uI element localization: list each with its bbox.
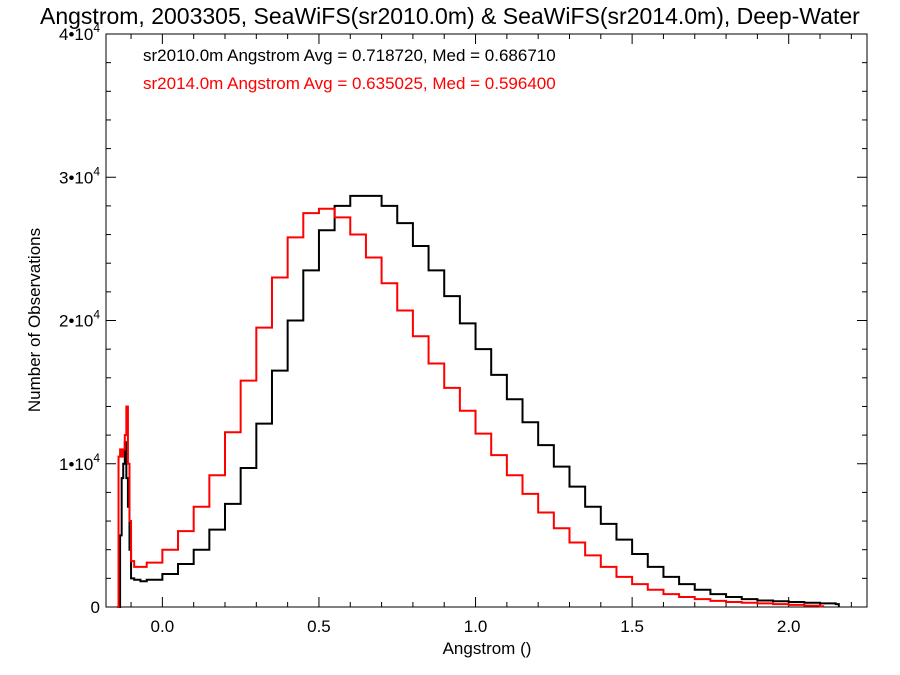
y-tick-exponent: 4: [93, 21, 100, 35]
y-tick-mantissa: 4•10: [59, 25, 93, 44]
x-tick-label: 0.0: [151, 617, 175, 636]
y-tick-label: 3•104: [59, 164, 100, 187]
y-tick-exponent: 4: [93, 451, 100, 465]
y-axis-label: Number of Observations: [25, 228, 44, 412]
y-tick-mantissa: 0: [91, 598, 100, 617]
y-tick-label: 2•104: [59, 308, 100, 331]
series-1-histogram: [116, 207, 825, 608]
x-tick-label: 1.0: [464, 617, 488, 636]
stat-annotation-0: sr2010.0m Angstrom Avg = 0.718720, Med =…: [143, 46, 556, 65]
x-tick-label: 1.5: [620, 617, 644, 636]
series-0-histogram: [118, 194, 840, 608]
y-tick-label: 1•104: [59, 451, 100, 474]
x-axis-label: Angstrom (): [443, 639, 532, 658]
stat-annotation-1: sr2014.0m Angstrom Avg = 0.635025, Med =…: [143, 74, 556, 93]
y-tick-mantissa: 1•10: [59, 455, 93, 474]
plot-frame: [105, 33, 868, 608]
stats-annotations: sr2010.0m Angstrom Avg = 0.718720, Med =…: [143, 46, 556, 93]
chart-title: Angstrom, 2003305, SeaWiFS(sr2010.0m) & …: [40, 3, 860, 29]
y-tick-exponent: 4: [93, 308, 100, 322]
y-tick-mantissa: 2•10: [59, 312, 93, 331]
series-layer: [116, 194, 840, 608]
y-tick-label: 4•104: [59, 21, 100, 44]
y-tick-label: 0: [91, 598, 100, 617]
y-tick-exponent: 4: [93, 164, 100, 178]
x-tick-label: 0.5: [307, 617, 331, 636]
x-tick-label: 2.0: [777, 617, 801, 636]
y-tick-mantissa: 3•10: [59, 168, 93, 187]
